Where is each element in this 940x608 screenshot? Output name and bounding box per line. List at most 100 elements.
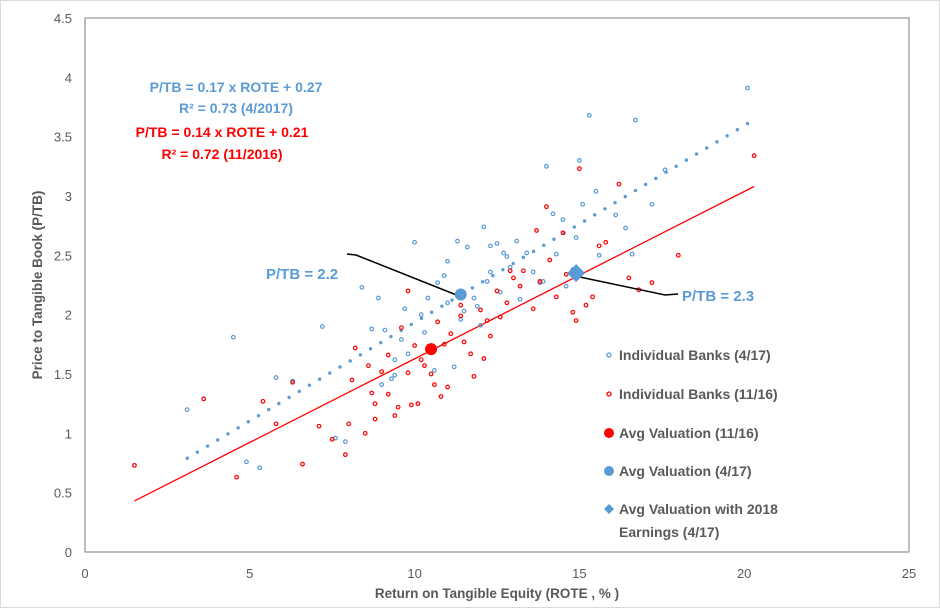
- trendline-dot-417: [633, 188, 638, 193]
- trendline-dot-417: [684, 158, 689, 162]
- point-bank-417: [596, 252, 602, 258]
- trendline-dot-417: [256, 413, 261, 418]
- legend-marker-avg-2018: [604, 504, 614, 514]
- trendline-dot-417: [450, 298, 454, 302]
- point-bank-1116: [408, 402, 414, 408]
- trendline-dot-417: [491, 274, 495, 278]
- y-tick-labels: 0 0.5 1 1.5 2 2.5 3 3.5 4 4.5: [54, 11, 72, 560]
- point-bank-417: [586, 112, 592, 118]
- point-bank-1116: [583, 302, 589, 308]
- trendline-dot-417: [552, 237, 556, 241]
- point-bank-417: [613, 212, 619, 218]
- x-tick-labels: 0 5 10 15 20 25: [81, 566, 916, 581]
- point-bank-417: [445, 300, 450, 306]
- point-bank-1116: [346, 421, 352, 427]
- trendline-dot-417: [277, 401, 281, 406]
- point-bank-1116: [372, 401, 378, 407]
- callout-label-avg-2018: P/TB = 2.3: [682, 288, 754, 305]
- point-bank-417: [431, 368, 437, 373]
- point-bank-417: [553, 251, 559, 257]
- trendline-dot-417: [297, 389, 301, 394]
- trendline-dot-417: [236, 426, 240, 430]
- trendline-dot-417: [246, 420, 251, 424]
- point-avg-valuation-1116: [425, 343, 438, 356]
- y-tick-label: 1: [65, 426, 72, 441]
- point-bank-1116: [478, 307, 483, 313]
- trendline-dot-417: [429, 310, 434, 314]
- point-bank-1116: [234, 474, 240, 480]
- point-bank-1116: [395, 404, 401, 410]
- point-bank-1116: [445, 384, 450, 390]
- point-bank-417: [422, 330, 427, 335]
- point-bank-1116: [573, 318, 579, 324]
- point-bank-417: [560, 217, 566, 223]
- point-bank-417: [514, 238, 520, 244]
- point-bank-1116: [352, 345, 358, 351]
- point-bank-1116: [201, 396, 207, 402]
- point-bank-417: [745, 85, 750, 91]
- trendline-dot-417: [307, 383, 312, 387]
- point-bank-1116: [497, 314, 503, 320]
- point-bank-1116: [534, 228, 539, 233]
- y-tick-label: 3: [65, 189, 72, 204]
- point-bank-1116: [441, 341, 447, 347]
- x-tick-label: 0: [81, 566, 88, 581]
- point-bank-1116: [507, 268, 513, 274]
- trendline-dot-417: [440, 304, 444, 308]
- point-bank-1116: [435, 319, 441, 325]
- point-bank-417: [633, 117, 638, 123]
- trendline-dot-417: [368, 347, 373, 351]
- point-bank-1116: [422, 363, 427, 369]
- trendline-dot-417: [511, 261, 515, 266]
- point-bank-417: [563, 283, 569, 289]
- x-axis-title: Return on Tangible Equity (ROTE , % ): [375, 586, 619, 601]
- y-tick-label: 4.5: [54, 11, 72, 26]
- x-tick-label: 15: [572, 566, 586, 581]
- point-bank-1116: [405, 370, 411, 376]
- point-bank-417: [524, 250, 530, 256]
- point-bank-1116: [488, 333, 493, 339]
- trendline-dot-417: [328, 371, 332, 375]
- point-bank-1116: [385, 352, 391, 358]
- legend-marker-avg-1116: [604, 428, 614, 438]
- y-axis-title: Price to Tangible Book (P/TB): [30, 191, 45, 380]
- trendline-dot-417: [185, 456, 189, 460]
- point-bank-1116: [431, 382, 437, 388]
- callout-line-avg-2018: [574, 275, 679, 296]
- point-bank-417: [399, 337, 404, 342]
- point-bank-417: [530, 269, 536, 275]
- point-bank-417: [405, 351, 411, 357]
- point-bank-1116: [468, 351, 474, 357]
- point-bank-1116: [553, 294, 559, 300]
- trendline-dot-417: [735, 127, 740, 132]
- point-bank-1116: [260, 398, 266, 404]
- trendline-dot-417: [409, 322, 414, 327]
- x-tick-label: 25: [902, 566, 916, 581]
- point-bank-1116: [544, 204, 549, 210]
- trendline-dot-417: [531, 249, 536, 254]
- point-bank-417: [455, 238, 460, 244]
- trendline-dot-417: [358, 353, 363, 357]
- trendline-dot-417: [674, 164, 678, 168]
- y-tick-label: 1.5: [54, 367, 72, 382]
- trendlines: [134, 121, 755, 502]
- point-bank-417: [501, 250, 506, 256]
- trendline-dot-417: [389, 334, 393, 339]
- point-bank-1116: [517, 283, 523, 289]
- legend-marker-banks-1116: [606, 391, 612, 397]
- point-bank-417: [445, 258, 450, 264]
- trendline-dot-417: [623, 194, 627, 199]
- point-bank-1116: [649, 280, 655, 286]
- point-bank-417: [451, 364, 457, 370]
- point-bank-417: [478, 322, 483, 328]
- trendline-dot-417: [338, 365, 342, 369]
- legend-label-banks-417: Individual Banks (4/17): [619, 347, 771, 363]
- point-bank-417: [488, 269, 493, 275]
- trendline-dot-417: [745, 121, 750, 126]
- point-bank-417: [392, 372, 398, 378]
- trendline-dot-417: [603, 207, 607, 211]
- point-bank-1116: [329, 436, 335, 442]
- point-bank-417: [382, 327, 388, 333]
- point-bank-1116: [392, 413, 398, 418]
- y-tick-label: 2: [65, 308, 72, 323]
